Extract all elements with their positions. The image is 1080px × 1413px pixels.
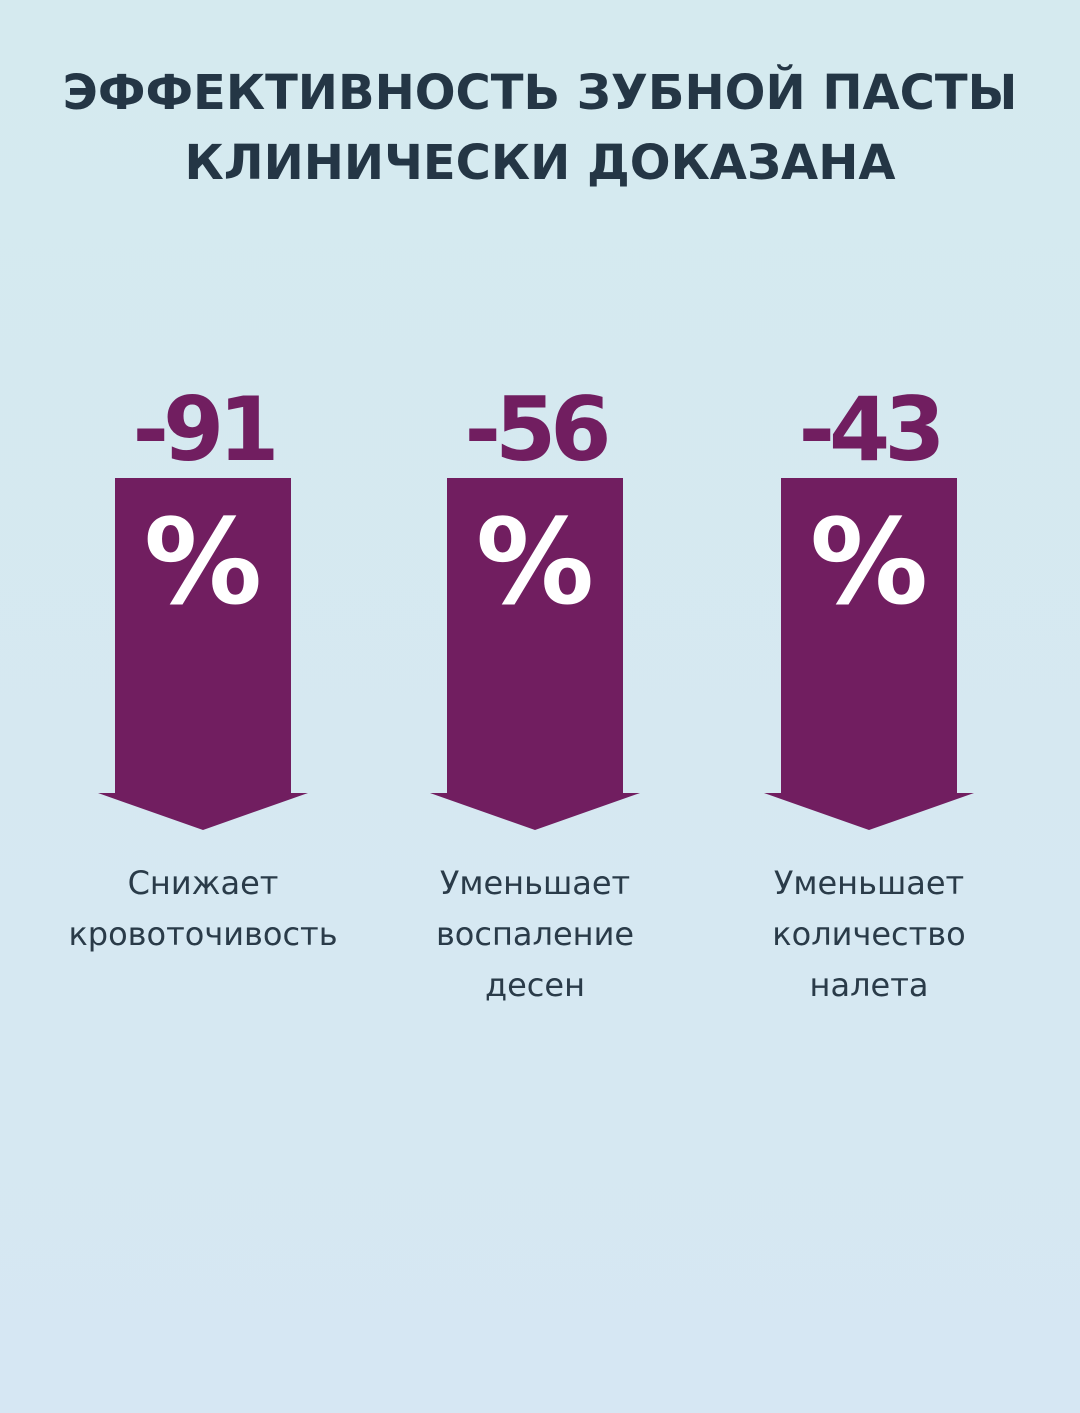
caption-line: количество bbox=[772, 915, 966, 953]
caption-line: Уменьшает bbox=[439, 864, 631, 902]
stat-value: -91 bbox=[132, 378, 280, 481]
caption-line: Снижает bbox=[127, 864, 279, 902]
caption-line: десен bbox=[484, 966, 585, 1004]
page-title: ЭФФЕКТИВНОСТЬ ЗУБНОЙ ПАСТЫ КЛИНИЧЕСКИ ДО… bbox=[0, 58, 1080, 198]
stat-value: -43 bbox=[798, 378, 946, 481]
caption-line: воспаление bbox=[435, 915, 635, 953]
percent-sign: % bbox=[143, 493, 263, 631]
down-arrow-icon bbox=[759, 478, 979, 830]
stat-caption: Уменьшает воспаление десен bbox=[345, 858, 725, 1011]
percent-sign: % bbox=[475, 493, 595, 631]
title-line-2: КЛИНИЧЕСКИ ДОКАЗАНА bbox=[184, 135, 896, 191]
title-line-1: ЭФФЕКТИВНОСТЬ ЗУБНОЙ ПАСТЫ bbox=[62, 65, 1018, 121]
caption-line: кровоточивость bbox=[68, 915, 338, 953]
down-arrow-icon bbox=[93, 478, 313, 830]
caption-line: Уменьшает bbox=[773, 864, 965, 902]
stat-caption: Уменьшает количество налета bbox=[679, 858, 1059, 1011]
percent-sign: % bbox=[809, 493, 929, 631]
stat-caption: Снижает кровоточивость bbox=[13, 858, 393, 960]
stat-value: -56 bbox=[464, 378, 612, 481]
caption-line: налета bbox=[809, 966, 929, 1004]
down-arrow-icon bbox=[425, 478, 645, 830]
